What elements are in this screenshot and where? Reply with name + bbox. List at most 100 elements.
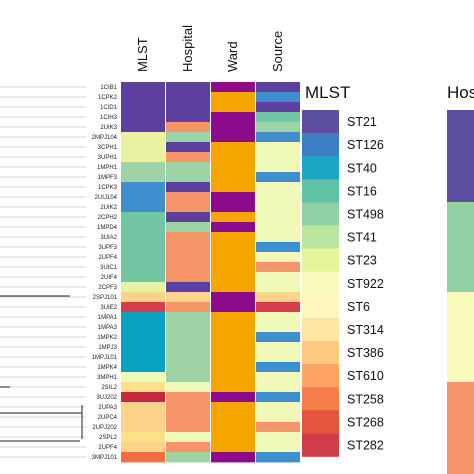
heatmap-cell — [121, 332, 165, 343]
heatmap-cell — [121, 182, 165, 193]
leaf-label: 1MPA1 — [98, 315, 118, 321]
heatmap-cell — [121, 402, 165, 413]
legend-label: ST21 — [347, 115, 377, 129]
legend-label: ST41 — [347, 231, 377, 245]
legend-label: ST314 — [347, 323, 384, 337]
leaf-label: 1MPK4 — [97, 365, 117, 371]
legend-label: ST6 — [347, 300, 370, 314]
heatmap-cell — [166, 122, 210, 133]
heatmap-cell — [211, 262, 255, 273]
heatmap-cell — [211, 362, 255, 373]
heatmap-cell — [121, 102, 165, 113]
leaf-label: 1MPH1 — [97, 165, 118, 171]
heatmap-cell — [166, 142, 210, 153]
legend-swatch — [447, 382, 474, 474]
leaf-label: 1MPJ101 — [92, 355, 118, 361]
heatmap-cell — [256, 442, 300, 453]
heatmap-cell — [166, 272, 210, 283]
heatmap-cell — [121, 222, 165, 233]
heatmap-cell — [166, 452, 210, 463]
heatmap-cell — [121, 152, 165, 163]
heatmap-cell — [211, 272, 255, 283]
leaf-label: 3CPH1 — [98, 145, 118, 151]
leaf-label: 2UIF4 — [101, 275, 118, 281]
leaf-label: 2SIL2 — [101, 385, 117, 391]
heatmap-cell — [166, 222, 210, 233]
heatmap-cell — [166, 152, 210, 163]
leaf-label: 2MPJ104 — [92, 135, 118, 141]
leaf-label: 1CIB1 — [100, 85, 117, 91]
heatmap-cell — [166, 292, 210, 303]
leaf-label: 3MPH1 — [97, 375, 118, 381]
heatmap-cell — [256, 262, 300, 273]
leaf-label: 3UIE2 — [100, 305, 117, 311]
legend-label: ST386 — [347, 346, 384, 360]
heatmap-cell — [211, 302, 255, 313]
legend-swatch — [302, 271, 339, 296]
heatmap-cell — [121, 262, 165, 273]
leaf-label: 2UPF4 — [98, 445, 117, 451]
legend-swatch — [302, 433, 339, 457]
heatmap-cell — [211, 92, 255, 103]
leaf-label: 1MPF3 — [98, 175, 118, 181]
heatmap-cell — [256, 332, 300, 343]
heatmap-cell — [256, 112, 300, 123]
heatmap-cell — [121, 382, 165, 393]
heatmap-cell — [211, 202, 255, 213]
heatmap-cell — [166, 132, 210, 143]
heatmap-cell — [166, 82, 210, 93]
heatmap-cell — [211, 452, 255, 463]
heatmap-cell — [121, 442, 165, 453]
heatmap-cell — [256, 152, 300, 163]
heatmap-cell — [121, 252, 165, 263]
leaf-label: 3UPH1 — [98, 155, 118, 161]
heatmap-cell — [256, 82, 300, 93]
heatmap-cell — [211, 392, 255, 403]
legend-label: ST610 — [347, 369, 384, 383]
heatmap-cell — [211, 342, 255, 353]
leaf-label: 1MPK2 — [97, 335, 117, 341]
heatmap-cell — [211, 82, 255, 93]
leaf-label: 2UIK3 — [100, 125, 117, 131]
heatmap-cell — [211, 252, 255, 263]
heatmap-cell — [166, 102, 210, 113]
leaf-label: 1MPJ3 — [98, 345, 117, 351]
heatmap-cell — [121, 232, 165, 243]
heatmap-cell — [256, 212, 300, 223]
leaf-label: 1MPA3 — [98, 325, 118, 331]
heatmap-cell — [166, 362, 210, 373]
heatmap-cell — [211, 102, 255, 113]
heatmap-cell — [166, 332, 210, 343]
heatmap-cell — [256, 172, 300, 183]
heatmap-cell — [121, 112, 165, 123]
legend-swatch — [302, 202, 339, 226]
heatmap-cell — [121, 352, 165, 363]
heatmap-cell — [121, 312, 165, 323]
heatmap-cell — [211, 182, 255, 193]
heatmap-cell — [211, 372, 255, 383]
leaf-label: 2UIK2 — [100, 205, 117, 211]
leaf-label: 2UPJ202 — [92, 425, 117, 431]
leaf-label: 3MPJ101 — [92, 455, 118, 461]
legend-swatch — [302, 110, 339, 134]
heatmap-cell — [166, 162, 210, 173]
mlst-legend: MLST ST21 ST126 ST40 ST16 ST498 ST41 ST23 ST922 S… — [302, 83, 384, 457]
heatmap-cell — [211, 422, 255, 433]
heatmap-cell — [166, 432, 210, 443]
heatmap-cell — [211, 122, 255, 133]
heatmap-cell — [256, 142, 300, 153]
legend-label: ST40 — [347, 161, 377, 175]
heatmap-cell — [166, 192, 210, 203]
legend-label: ST282 — [347, 438, 384, 452]
heatmap-cell — [256, 282, 300, 293]
heatmap-cell — [256, 372, 300, 383]
heatmap-cell — [166, 402, 210, 413]
leaf-label: 1CID1 — [100, 105, 118, 111]
column-header: Hospital — [180, 25, 195, 72]
heatmap-cell — [211, 162, 255, 173]
heatmap-cell — [256, 402, 300, 413]
heatmap-cell — [166, 302, 210, 313]
heatmap-cell — [256, 412, 300, 423]
heatmap-cell — [211, 152, 255, 163]
